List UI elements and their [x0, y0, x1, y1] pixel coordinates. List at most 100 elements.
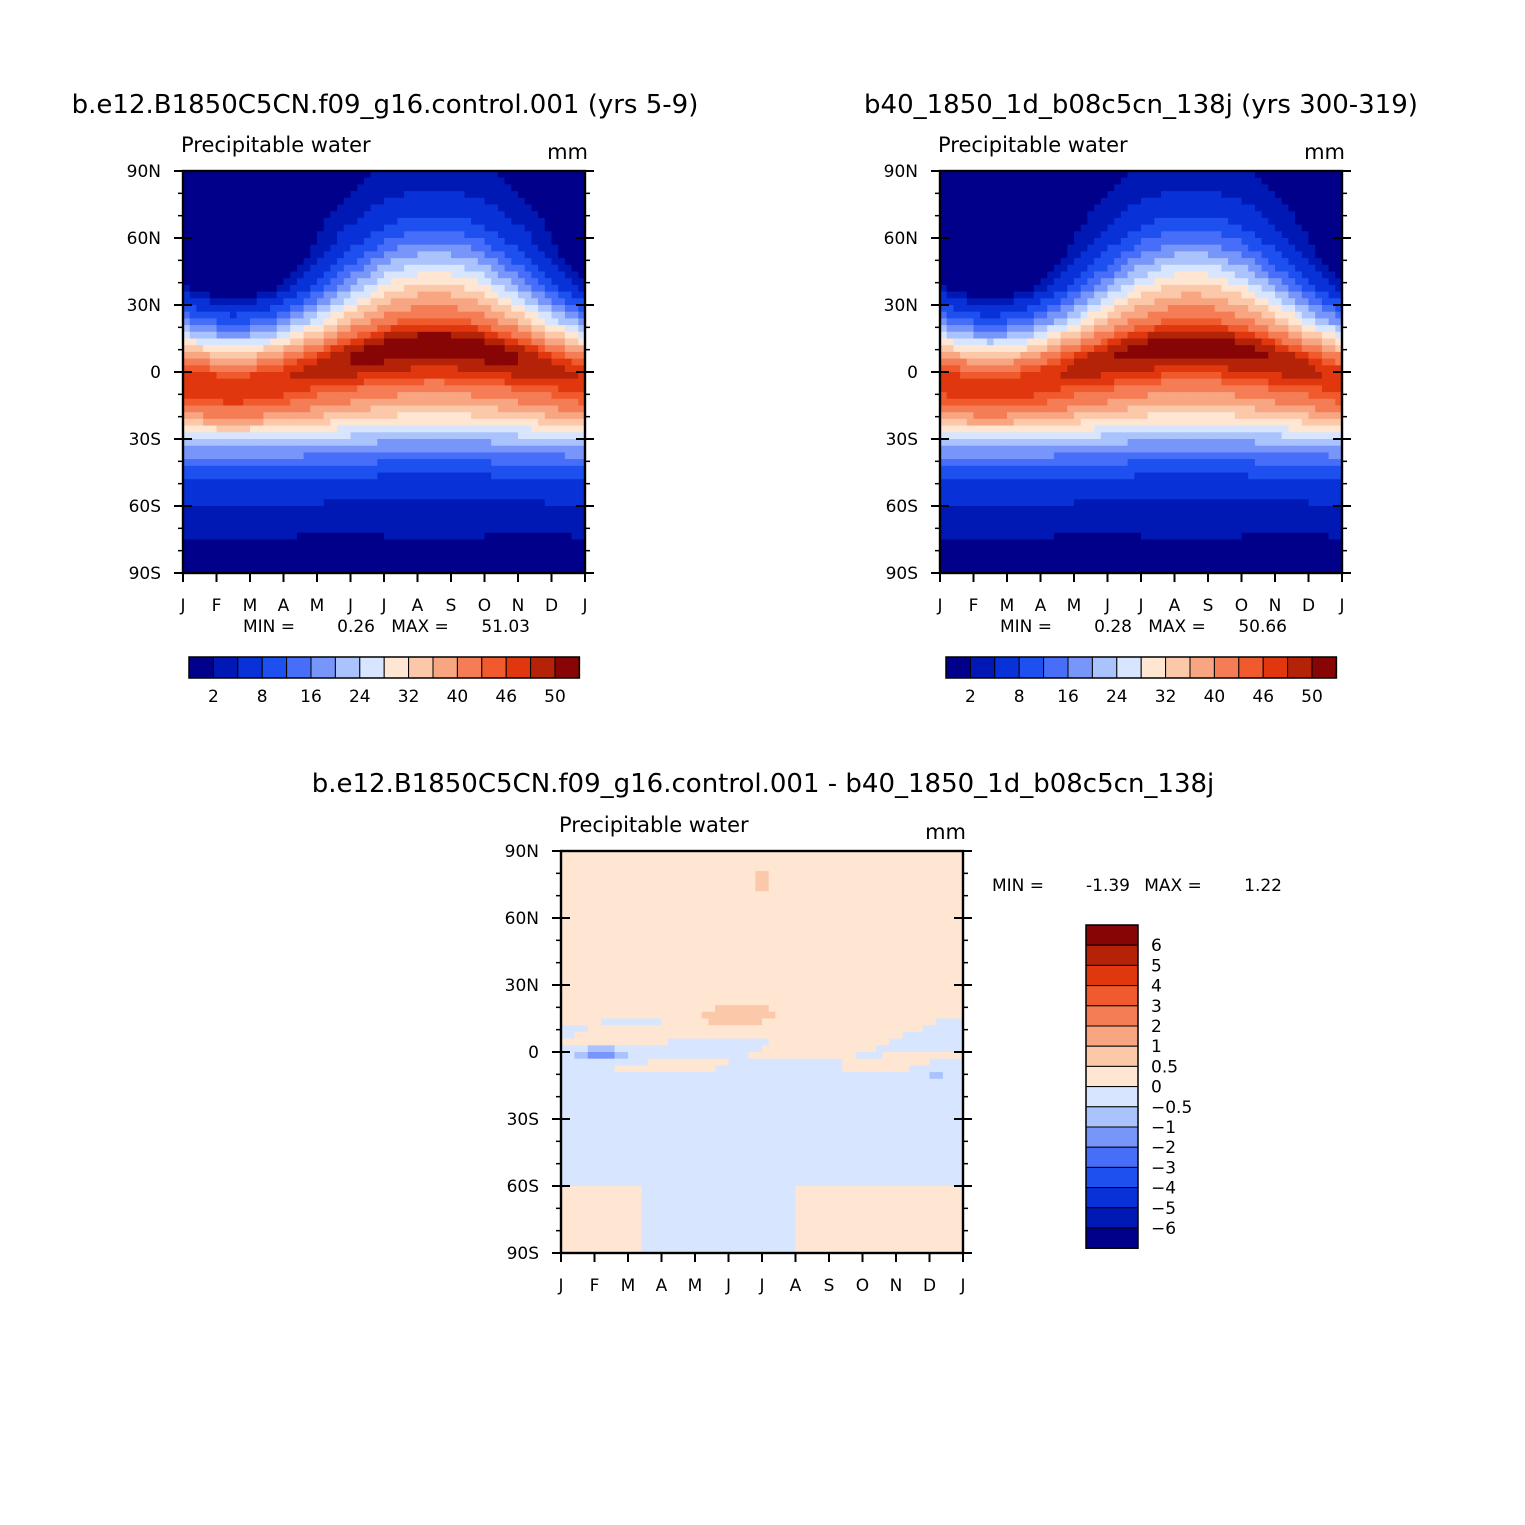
contour-cell: [551, 439, 559, 447]
contour-cell: [256, 291, 264, 299]
contour-cell: [229, 291, 238, 299]
contour-cell: [511, 311, 519, 319]
contour-cell: [491, 284, 499, 293]
contour-cell: [1114, 217, 1122, 226]
contour-cell: [303, 425, 311, 433]
contour-cell: [1295, 291, 1303, 299]
contour-cell: [471, 231, 479, 239]
contour-cell: [511, 338, 519, 346]
contour-cell: [256, 177, 264, 185]
contour-cell: [558, 465, 566, 474]
contour-cell: [189, 465, 197, 474]
contour-cell: [1261, 305, 1269, 313]
contour-cell: [404, 264, 412, 273]
contour-cell: [993, 238, 1001, 246]
contour-cell: [357, 485, 365, 494]
contour-cell: [1221, 258, 1229, 266]
contour-cell: [538, 398, 546, 407]
contour-cell: [993, 251, 1001, 259]
contour-cell: [471, 244, 479, 252]
contour-cell: [350, 418, 358, 427]
contour-cell: [397, 405, 405, 413]
contour-cell: [464, 418, 472, 427]
contour-cell: [1107, 251, 1115, 259]
contour-cell: [370, 331, 378, 340]
contour-cell: [953, 251, 961, 259]
contour-cell: [363, 264, 372, 273]
contour-cell: [1060, 258, 1068, 266]
contour-cell: [960, 244, 968, 252]
contour-cell: [189, 325, 197, 333]
contour-cell: [1154, 264, 1162, 273]
contour-cell: [1194, 171, 1202, 179]
contour-cell: [1060, 284, 1068, 293]
contour-cell: [1187, 224, 1196, 232]
contour-cell: [451, 258, 459, 266]
contour-cell: [1174, 177, 1182, 185]
contour-cell: [330, 479, 338, 487]
contour-cell: [203, 519, 211, 527]
contour-cell: [1281, 251, 1289, 259]
contour-cell: [464, 506, 472, 514]
contour-cell: [196, 485, 204, 494]
contour-cell: [1013, 251, 1021, 259]
contour-cell: [477, 385, 486, 393]
contour-cell: [1060, 244, 1068, 252]
contour-cell: [303, 191, 311, 199]
contour-cell: [1214, 238, 1222, 246]
contour-cell: [343, 506, 352, 514]
contour-cell: [209, 372, 218, 380]
contour-cell: [1187, 244, 1196, 252]
contour-cell: [404, 532, 412, 541]
contour-cell: [263, 519, 271, 527]
contour-cell: [1127, 258, 1135, 266]
contour-cell: [1020, 244, 1028, 252]
contour-cell: [484, 325, 492, 333]
contour-cell: [1161, 204, 1169, 212]
contour-cell: [196, 492, 204, 500]
contour-cell: [303, 217, 311, 226]
contour-cell: [410, 532, 419, 541]
contour-cell: [350, 519, 358, 527]
contour-cell: [270, 331, 278, 340]
contour-cell: [1053, 231, 1062, 239]
contour-cell: [370, 432, 378, 440]
contour-cell: [1040, 191, 1048, 199]
contour-cell: [183, 258, 191, 266]
contour-cell: [444, 492, 452, 500]
contour-cell: [518, 358, 526, 366]
contour-cell: [1000, 217, 1008, 226]
contour-cell: [290, 278, 298, 286]
contour-cell: [424, 331, 432, 340]
contour-cell: [290, 526, 298, 534]
contour-cell: [290, 351, 298, 360]
contour-cell: [437, 358, 445, 366]
contour-cell: [209, 311, 218, 319]
contour-cell: [229, 398, 238, 407]
contour-cell: [571, 251, 579, 259]
contour-cell: [966, 197, 975, 206]
contour-cell: [203, 459, 211, 467]
contour-cell: [1027, 305, 1035, 313]
contour-cell: [524, 291, 532, 299]
contour-cell: [263, 351, 271, 360]
contour-cell: [1288, 305, 1296, 313]
contour-cell: [357, 318, 365, 326]
contour-cell: [263, 492, 271, 500]
contour-cell: [484, 318, 492, 326]
contour-cell: [384, 519, 392, 527]
contour-cell: [417, 452, 425, 460]
contour-cell: [558, 546, 566, 554]
contour-cell: [310, 445, 318, 453]
contour-cell: [940, 264, 948, 273]
contour-cell: [243, 398, 251, 407]
contour-cell: [417, 398, 425, 407]
contour-cell: [384, 392, 392, 400]
contour-cell: [223, 264, 231, 273]
contour-cell: [276, 177, 285, 185]
contour-cell: [209, 365, 218, 373]
contour-cell: [390, 191, 398, 199]
contour-cell: [256, 552, 264, 561]
contour-cell: [357, 519, 365, 527]
contour-cell: [1228, 197, 1236, 206]
